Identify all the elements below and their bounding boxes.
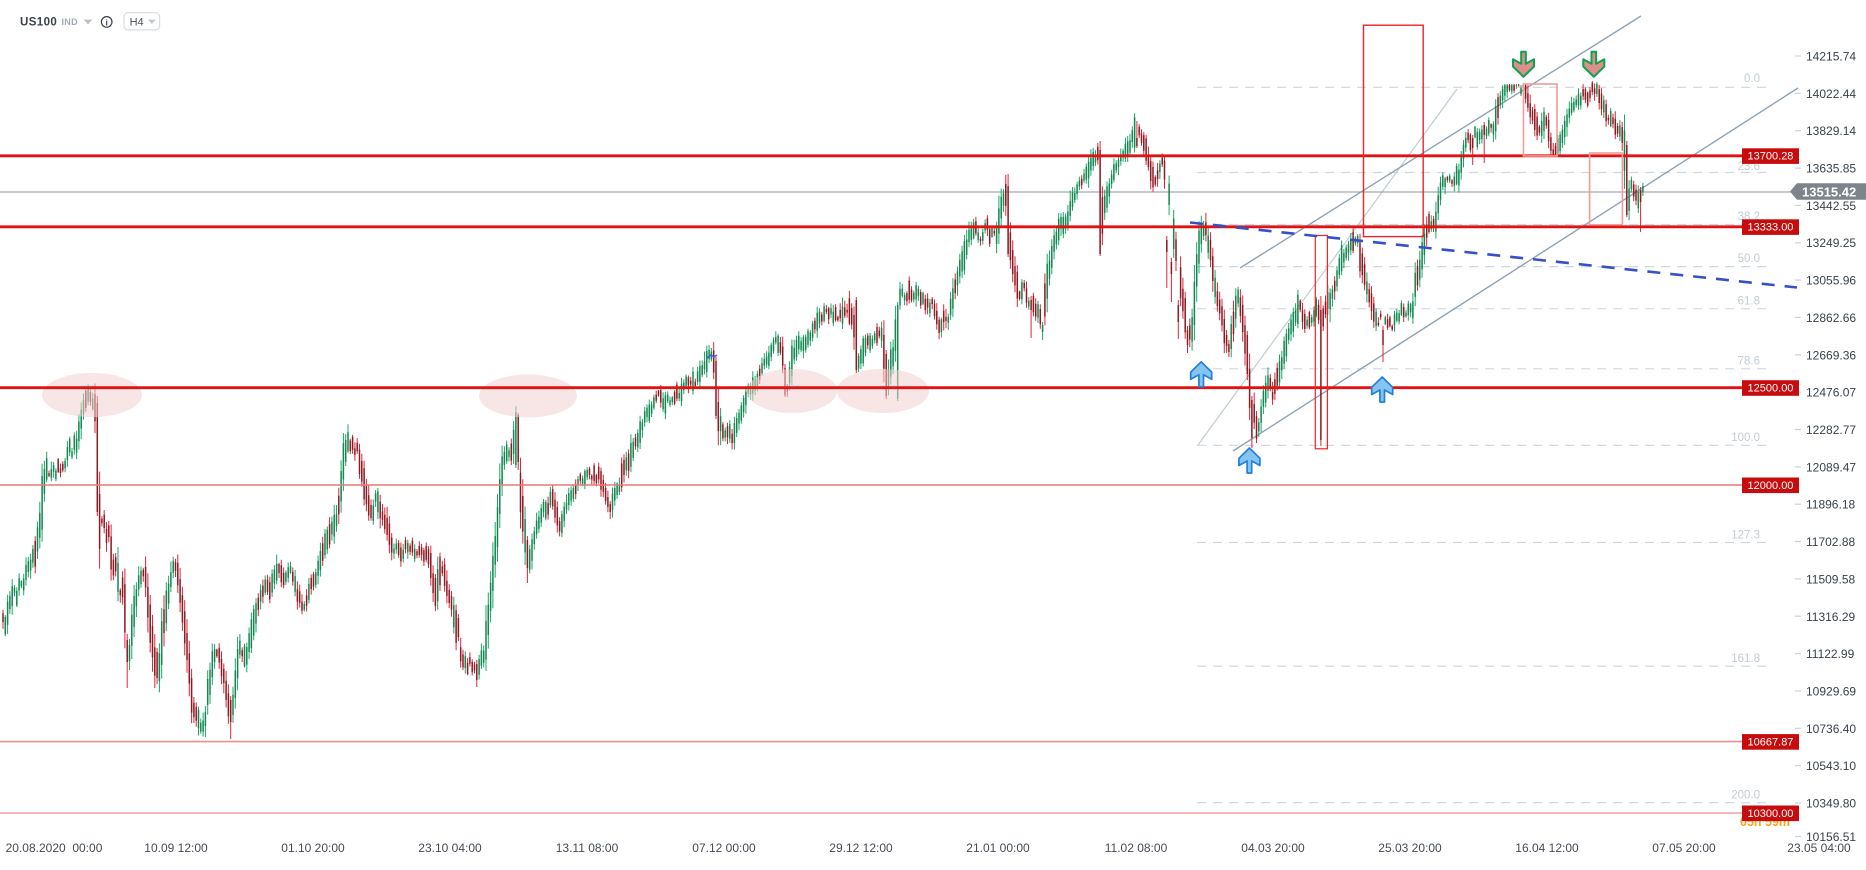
- svg-text:14215.74: 14215.74: [1806, 50, 1856, 64]
- svg-text:161.8: 161.8: [1731, 653, 1760, 665]
- svg-text:50.0: 50.0: [1738, 253, 1760, 265]
- svg-text:23.10 04:00: 23.10 04:00: [418, 841, 482, 855]
- svg-text:11.02 08:00: 11.02 08:00: [1105, 841, 1168, 855]
- svg-text:11122.99: 11122.99: [1806, 647, 1855, 661]
- svg-text:23.05 04:00: 23.05 04:00: [1787, 841, 1851, 855]
- svg-text:20.08.2020 00:00: 20.08.2020 00:00: [6, 841, 103, 855]
- svg-text:16.04 12:00: 16.04 12:00: [1515, 841, 1579, 855]
- svg-text:13249.25: 13249.25: [1806, 236, 1856, 250]
- svg-text:04.03 20:00: 04.03 20:00: [1241, 841, 1305, 855]
- svg-text:10736.40: 10736.40: [1806, 722, 1856, 736]
- svg-text:11702.88: 11702.88: [1806, 535, 1855, 549]
- svg-text:13.11 08:00: 13.11 08:00: [556, 841, 619, 855]
- svg-text:i: i: [106, 17, 108, 27]
- svg-text:200.0: 200.0: [1731, 790, 1760, 802]
- svg-text:12000.00: 12000.00: [1748, 480, 1794, 492]
- svg-text:13442.55: 13442.55: [1806, 199, 1856, 213]
- svg-text:127.3: 127.3: [1731, 530, 1760, 542]
- svg-text:12500.00: 12500.00: [1748, 383, 1794, 395]
- svg-text:10.09 12:00: 10.09 12:00: [144, 841, 208, 855]
- svg-text:61.8: 61.8: [1738, 296, 1760, 308]
- svg-text:12282.77: 12282.77: [1806, 423, 1856, 437]
- svg-text:10667.87: 10667.87: [1748, 736, 1794, 748]
- svg-text:01.10 20:00: 01.10 20:00: [281, 841, 345, 855]
- svg-text:13635.85: 13635.85: [1806, 162, 1856, 176]
- svg-text:25.03 20:00: 25.03 20:00: [1378, 841, 1442, 855]
- svg-text:23.6: 23.6: [1738, 161, 1760, 173]
- svg-text:10543.10: 10543.10: [1806, 759, 1856, 773]
- svg-text:IND: IND: [62, 17, 79, 27]
- svg-text:13515.42: 13515.42: [1802, 184, 1856, 199]
- svg-text:13055.96: 13055.96: [1806, 274, 1856, 288]
- svg-text:H4: H4: [130, 17, 144, 29]
- svg-text:29.12 12:00: 29.12 12:00: [829, 841, 893, 855]
- svg-text:10156.51: 10156.51: [1806, 830, 1856, 844]
- svg-text:78.6: 78.6: [1738, 356, 1760, 368]
- svg-text:13333.00: 13333.00: [1748, 222, 1794, 234]
- svg-text:12862.66: 12862.66: [1806, 311, 1856, 325]
- svg-text:11509.58: 11509.58: [1806, 572, 1855, 586]
- svg-text:07.12 00:00: 07.12 00:00: [692, 841, 756, 855]
- svg-text:13829.14: 13829.14: [1806, 124, 1856, 138]
- svg-text:11316.29: 11316.29: [1806, 610, 1855, 624]
- svg-text:US100: US100: [20, 17, 57, 29]
- svg-text:0.0: 0.0: [1744, 73, 1760, 85]
- svg-text:07.05 20:00: 07.05 20:00: [1652, 841, 1716, 855]
- svg-text:10929.69: 10929.69: [1806, 685, 1856, 699]
- svg-text:13700.28: 13700.28: [1748, 151, 1794, 163]
- svg-text:11896.18: 11896.18: [1806, 498, 1855, 512]
- svg-text:12089.47: 12089.47: [1806, 460, 1856, 474]
- svg-text:12669.36: 12669.36: [1806, 348, 1856, 362]
- svg-text:14022.44: 14022.44: [1806, 87, 1856, 101]
- svg-text:100.0: 100.0: [1731, 432, 1760, 444]
- svg-text:10349.80: 10349.80: [1806, 797, 1856, 811]
- svg-text:10300.00: 10300.00: [1748, 808, 1794, 820]
- svg-text:12476.07: 12476.07: [1806, 386, 1856, 400]
- svg-text:21.01 00:00: 21.01 00:00: [966, 841, 1030, 855]
